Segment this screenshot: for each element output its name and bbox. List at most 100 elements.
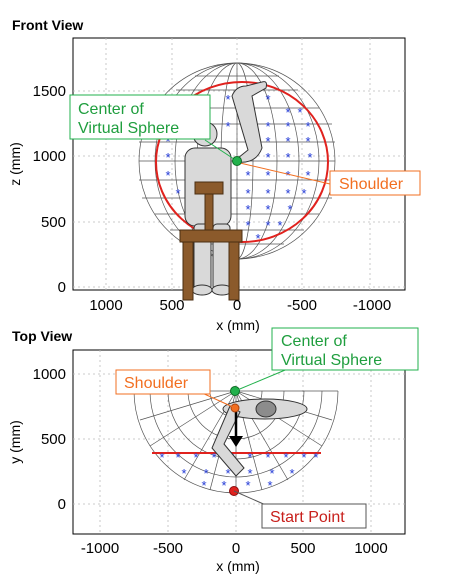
svg-text:*: * bbox=[165, 168, 170, 183]
front-z-tick-500: 500 bbox=[41, 214, 66, 231]
top-start-callout-box bbox=[261, 503, 367, 529]
top-y-tick-0: 0 bbox=[58, 496, 66, 513]
svg-text:*: * bbox=[301, 450, 306, 465]
front-center-callout-box bbox=[69, 94, 211, 140]
svg-text:*: * bbox=[307, 150, 312, 165]
svg-text:*: * bbox=[277, 218, 282, 233]
svg-text:*: * bbox=[265, 168, 270, 183]
svg-text:*: * bbox=[265, 186, 270, 201]
top-center-leader bbox=[234, 367, 291, 392]
svg-text:*: * bbox=[289, 466, 294, 481]
svg-text:*: * bbox=[165, 134, 170, 149]
svg-text:*: * bbox=[225, 92, 230, 107]
front-view-panel: Front View bbox=[7, 17, 421, 333]
svg-text:*: * bbox=[181, 466, 186, 481]
svg-text:*: * bbox=[225, 466, 230, 481]
svg-text:*: * bbox=[211, 450, 216, 465]
top-y-tick-1000: 1000 bbox=[33, 366, 66, 383]
svg-text:*: * bbox=[265, 92, 270, 107]
svg-text:*: * bbox=[285, 119, 290, 134]
svg-text:*: * bbox=[245, 186, 250, 201]
top-view-panel: Top View bbox=[7, 327, 419, 574]
front-x-tick-500: 500 bbox=[159, 297, 184, 314]
front-x-tick-0: 0 bbox=[233, 297, 241, 314]
svg-text:*: * bbox=[297, 105, 302, 120]
svg-text:*: * bbox=[301, 186, 306, 201]
top-y-tick-500: 500 bbox=[41, 431, 66, 448]
top-direction-arrow-head bbox=[229, 436, 243, 447]
top-x-axis-label: x (mm) bbox=[216, 558, 260, 574]
front-shoulder-callout-box bbox=[329, 170, 421, 196]
svg-text:*: * bbox=[247, 466, 252, 481]
front-z-tick-0: 0 bbox=[58, 279, 66, 296]
top-center-callout-box bbox=[271, 327, 419, 371]
svg-text:*: * bbox=[285, 168, 290, 183]
front-raised-arm bbox=[231, 81, 267, 163]
svg-text:*: * bbox=[305, 134, 310, 149]
svg-text:*: * bbox=[283, 450, 288, 465]
svg-text:*: * bbox=[265, 202, 270, 217]
svg-text:*: * bbox=[287, 202, 292, 217]
svg-text:*: * bbox=[225, 119, 230, 134]
svg-text:*: * bbox=[165, 150, 170, 165]
svg-text:*: * bbox=[193, 450, 198, 465]
svg-text:*: * bbox=[285, 134, 290, 149]
svg-text:*: * bbox=[245, 478, 250, 493]
top-center-callout-line2: Virtual Sphere bbox=[281, 352, 382, 369]
svg-text:*: * bbox=[265, 450, 270, 465]
svg-text:*: * bbox=[269, 466, 274, 481]
front-center-callout-line1: Center of bbox=[78, 101, 144, 118]
svg-text:*: * bbox=[265, 218, 270, 233]
front-x-axis-label: x (mm) bbox=[216, 317, 260, 333]
svg-text:*: * bbox=[305, 168, 310, 183]
front-x-tick-neg500: -500 bbox=[287, 297, 317, 314]
svg-text:*: * bbox=[175, 186, 180, 201]
front-chair bbox=[179, 181, 243, 301]
front-center-leader bbox=[204, 139, 238, 162]
front-sphere-center-dot bbox=[232, 156, 242, 166]
svg-text:*: * bbox=[265, 134, 270, 149]
top-head bbox=[255, 400, 277, 418]
svg-text:*: * bbox=[245, 218, 250, 233]
svg-text:*: * bbox=[245, 202, 250, 217]
top-center-callout-line1: Center of bbox=[281, 333, 347, 350]
svg-text:*: * bbox=[221, 478, 226, 493]
svg-text:*: * bbox=[201, 478, 206, 493]
top-x-tick-1000: 1000 bbox=[354, 540, 387, 557]
top-x-tick-0: 0 bbox=[232, 540, 240, 557]
top-x-tick-neg500: -500 bbox=[153, 540, 183, 557]
top-x-tick-neg1000: -1000 bbox=[81, 540, 119, 557]
top-arm bbox=[211, 405, 245, 477]
svg-text:*: * bbox=[247, 450, 252, 465]
front-z-tick-1000: 1000 bbox=[33, 148, 66, 165]
svg-text:*: * bbox=[313, 450, 318, 465]
svg-text:*: * bbox=[265, 150, 270, 165]
top-grid bbox=[73, 350, 405, 534]
svg-text:*: * bbox=[285, 186, 290, 201]
svg-text:*: * bbox=[203, 466, 208, 481]
front-z-tick-1500: 1500 bbox=[33, 83, 66, 100]
svg-text:*: * bbox=[285, 105, 290, 120]
svg-text:*: * bbox=[159, 450, 164, 465]
svg-text:*: * bbox=[267, 478, 272, 493]
front-view-title: Front View bbox=[12, 17, 83, 33]
top-shoulder-callout-box bbox=[115, 369, 211, 395]
front-shoulder-leader bbox=[239, 162, 331, 185]
top-seated-person bbox=[211, 398, 308, 477]
front-x-tick-neg1000: -1000 bbox=[353, 297, 391, 314]
svg-text:*: * bbox=[265, 119, 270, 134]
front-x-tick-1000: 1000 bbox=[89, 297, 122, 314]
top-plot-frame bbox=[72, 349, 406, 535]
front-center-callout-line2: Virtual Sphere bbox=[78, 120, 179, 137]
front-left-foot bbox=[191, 284, 213, 296]
top-start-callout: Start Point bbox=[270, 509, 345, 526]
svg-text:*: * bbox=[255, 231, 260, 246]
svg-text:*: * bbox=[285, 150, 290, 165]
svg-text:*: * bbox=[245, 168, 250, 183]
svg-text:*: * bbox=[305, 119, 310, 134]
front-shoulder-callout: Shoulder bbox=[339, 176, 404, 193]
front-z-axis-label: z (mm) bbox=[7, 142, 23, 186]
top-y-axis-label: y (mm) bbox=[7, 420, 23, 464]
svg-text:*: * bbox=[175, 450, 180, 465]
